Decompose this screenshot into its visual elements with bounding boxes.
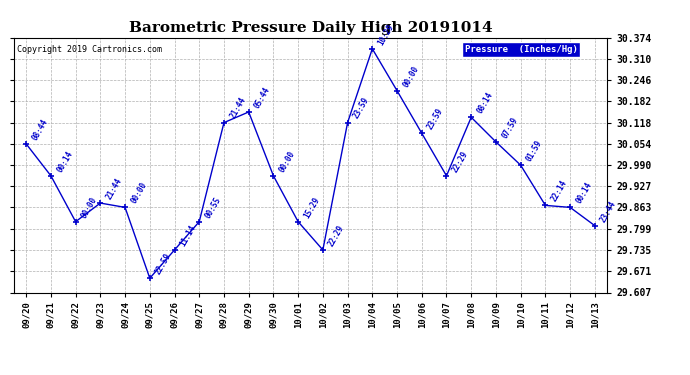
Text: 00:00: 00:00 <box>401 64 421 88</box>
Text: 22:29: 22:29 <box>327 223 346 248</box>
Text: 23:59: 23:59 <box>352 96 371 120</box>
Text: 22:59: 22:59 <box>154 252 173 276</box>
Text: 07:59: 07:59 <box>500 115 520 140</box>
Text: 08:44: 08:44 <box>30 117 50 142</box>
Text: 15:29: 15:29 <box>302 195 322 219</box>
Text: 10:29: 10:29 <box>377 22 396 46</box>
Text: 21:44: 21:44 <box>228 96 248 120</box>
Text: 23:44: 23:44 <box>599 199 618 223</box>
Text: Copyright 2019 Cartronics.com: Copyright 2019 Cartronics.com <box>17 45 161 54</box>
Title: Barometric Pressure Daily High 20191014: Barometric Pressure Daily High 20191014 <box>129 21 492 35</box>
Text: 21:44: 21:44 <box>104 176 124 201</box>
Text: 00:14: 00:14 <box>574 181 593 205</box>
Text: 05:44: 05:44 <box>253 85 273 110</box>
Text: 00:00: 00:00 <box>80 195 99 219</box>
Text: 00:55: 00:55 <box>204 195 223 219</box>
Text: Pressure  (Inches/Hg): Pressure (Inches/Hg) <box>465 45 578 54</box>
Text: 22:14: 22:14 <box>549 179 569 203</box>
Text: 23:59: 23:59 <box>426 106 445 131</box>
Text: 00:00: 00:00 <box>277 149 297 174</box>
Text: 11:14: 11:14 <box>179 223 198 248</box>
Text: 01:59: 01:59 <box>525 138 544 163</box>
Text: 22:29: 22:29 <box>451 149 470 174</box>
Text: 00:14: 00:14 <box>55 149 75 174</box>
Text: 00:00: 00:00 <box>129 181 148 205</box>
Text: 08:14: 08:14 <box>475 91 495 115</box>
